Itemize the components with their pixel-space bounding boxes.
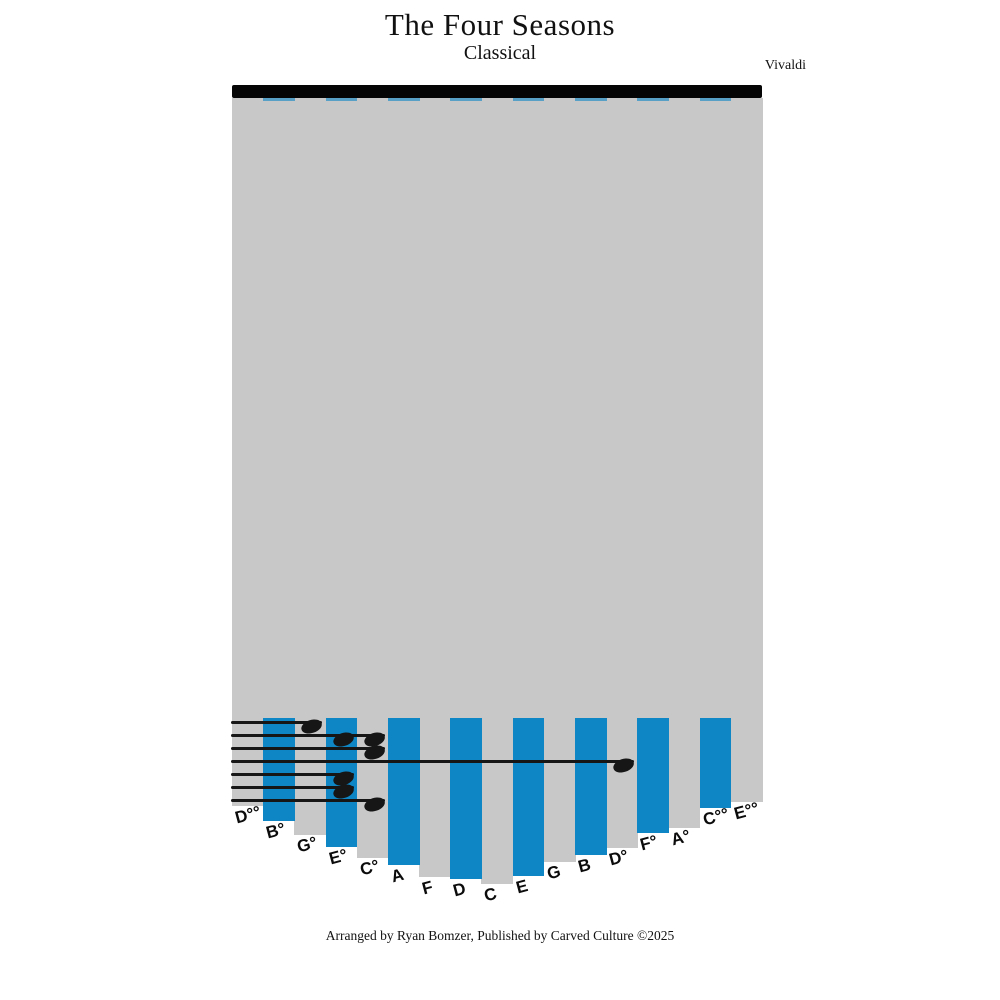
tine-column	[637, 98, 670, 833]
tine-column	[730, 98, 763, 802]
tine-label: B	[575, 854, 593, 877]
tine-label: G	[544, 861, 563, 884]
tine-column	[481, 98, 514, 884]
tine-top-peek	[325, 98, 358, 101]
kalimba-top-bar	[232, 85, 762, 98]
tine-label: E°	[326, 845, 349, 869]
tine-column	[232, 98, 264, 806]
note-line	[231, 733, 385, 737]
tine-top-peek	[637, 98, 670, 101]
piece-title: The Four Seasons	[384, 7, 616, 42]
tine-label: B°	[264, 819, 288, 843]
tine-label: G°	[295, 832, 320, 857]
tine-label: A°	[669, 826, 693, 850]
tine-top-peek	[574, 98, 607, 101]
tine-label: F	[420, 877, 436, 899]
tine-blue-overlay	[387, 718, 420, 865]
tine-column	[356, 98, 389, 858]
tine-column	[263, 98, 295, 821]
tine-column	[699, 98, 732, 808]
tine-label: F°	[638, 831, 660, 855]
tine-top-peek	[263, 98, 295, 101]
tine-blue-overlay	[699, 718, 732, 808]
composer-name: Vivaldi	[764, 58, 806, 73]
note-line	[231, 772, 354, 776]
tine-column	[543, 98, 576, 862]
piece-genre: Classical	[463, 42, 537, 64]
tine-label: D°°	[233, 802, 263, 828]
tine-label: C	[482, 883, 500, 906]
note-line	[231, 759, 635, 763]
tine-top-peek	[699, 98, 732, 101]
tine-column	[606, 98, 638, 848]
tine-top-peek	[512, 98, 545, 101]
note-line	[231, 746, 385, 750]
note-line	[231, 720, 323, 724]
tine-label: E	[513, 876, 530, 898]
tine-blue-overlay	[512, 718, 545, 876]
tine-top-peek	[387, 98, 420, 101]
tine-blue-overlay	[574, 718, 607, 855]
credits-footer: Arranged by Ryan Bomzer, Published by Ca…	[325, 928, 675, 943]
tine-top-peek	[450, 98, 482, 101]
tine-column	[419, 98, 451, 877]
note-line	[231, 798, 385, 802]
tine-blue-overlay	[450, 718, 482, 879]
tine-label: D°	[607, 846, 631, 870]
tine-blue-overlay	[637, 718, 670, 833]
tine-label: C°	[357, 856, 382, 880]
tine-label: E°°	[731, 798, 761, 824]
tine-label: D	[451, 878, 469, 901]
tine-label: A	[388, 864, 406, 887]
note-line	[231, 785, 354, 789]
tine-label: C°°	[700, 804, 731, 830]
tine-column	[668, 98, 701, 828]
tine-column	[294, 98, 327, 835]
